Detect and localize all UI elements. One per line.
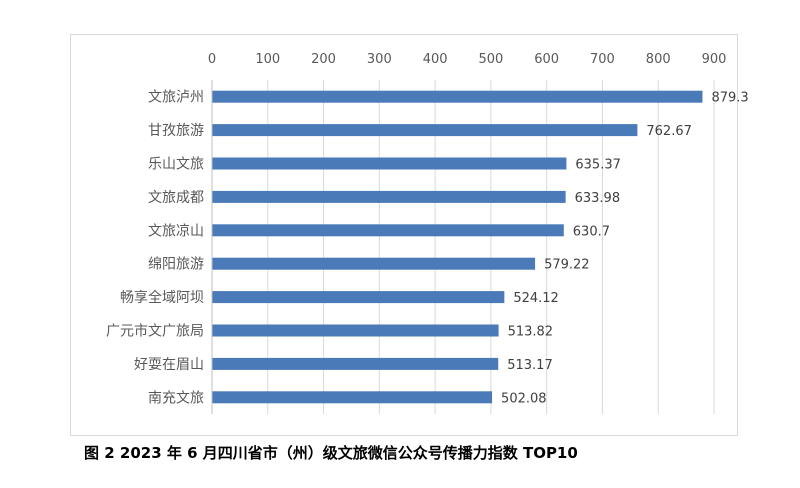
x-tick-label: 0 [208,52,216,67]
x-tick-label: 400 [423,52,448,67]
x-tick-label: 900 [702,52,727,67]
value-label: 879.3 [711,91,748,106]
category-label: 好耍在眉山 [134,357,204,373]
x-tick-label: 700 [590,52,615,67]
bar [212,157,567,170]
value-label: 630.7 [573,224,610,239]
value-label: 633.98 [575,191,621,206]
value-label: 513.82 [508,325,554,340]
value-label: 502.08 [501,391,547,406]
figure-caption: 图 2 2023 年 6 月四川省市（州）级文旅微信公众号传播力指数 TOP10 [84,444,578,462]
x-tick-label: 100 [255,52,280,67]
bar [212,391,493,404]
value-label: 762.67 [646,124,692,139]
value-label: 579.22 [544,258,590,273]
bar [212,291,505,304]
category-label: 畅享全域阿坝 [120,289,204,306]
value-label: 524.12 [513,291,559,306]
category-label: 乐山文旅 [148,157,204,173]
bar [212,90,703,103]
category-label: 甘孜旅游 [148,123,204,139]
value-label: 635.37 [575,158,621,173]
category-label: 文旅成都 [148,190,204,206]
x-tick-label: 500 [478,52,503,67]
x-tick-label: 200 [311,52,336,67]
bar [212,224,564,237]
bar [212,357,499,370]
category-label: 南充文旅 [148,390,204,406]
category-label: 绵阳旅游 [148,256,204,273]
x-tick-label: 800 [646,52,671,67]
value-label: 513.17 [507,358,553,373]
bar [212,190,566,203]
bar [212,324,499,337]
x-tick-label: 600 [534,52,559,67]
bar [212,124,638,137]
chart-frame [70,34,738,436]
category-label: 文旅泸州 [148,90,204,106]
category-label: 文旅凉山 [148,223,204,239]
bar [212,257,536,270]
category-label: 广元市文广旅局 [106,323,204,340]
x-tick-label: 300 [367,52,392,67]
